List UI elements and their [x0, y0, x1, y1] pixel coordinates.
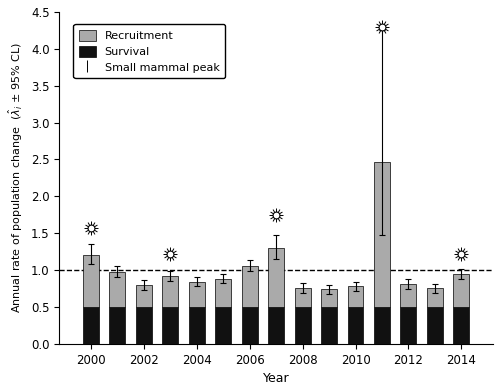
Bar	[400, 307, 416, 344]
Bar	[216, 307, 231, 344]
Bar	[110, 272, 126, 307]
Bar	[321, 289, 337, 307]
Legend: Recruitment, Survival, Small mammal peak: Recruitment, Survival, Small mammal peak	[74, 24, 225, 78]
Bar	[374, 307, 390, 344]
Bar	[400, 284, 416, 307]
Bar	[136, 307, 152, 344]
Bar	[110, 307, 126, 344]
Bar	[454, 307, 469, 344]
Bar	[374, 162, 390, 307]
Bar	[162, 276, 178, 307]
Bar	[162, 307, 178, 344]
Bar	[242, 266, 258, 307]
Bar	[348, 286, 364, 307]
Y-axis label: Annual rate of population change  ($\hat{\lambda}_i$ ± 95% CL): Annual rate of population change ($\hat{…	[7, 42, 26, 313]
Bar	[268, 248, 284, 307]
Bar	[427, 307, 443, 344]
X-axis label: Year: Year	[263, 372, 289, 385]
Bar	[268, 307, 284, 344]
Bar	[189, 307, 204, 344]
Bar	[242, 307, 258, 344]
Bar	[83, 255, 99, 307]
Bar	[83, 307, 99, 344]
Bar	[189, 282, 204, 307]
Bar	[321, 307, 337, 344]
Bar	[427, 289, 443, 307]
Bar	[348, 307, 364, 344]
Bar	[294, 288, 310, 307]
Bar	[294, 307, 310, 344]
Bar	[136, 285, 152, 307]
Bar	[216, 279, 231, 307]
Bar	[454, 274, 469, 307]
